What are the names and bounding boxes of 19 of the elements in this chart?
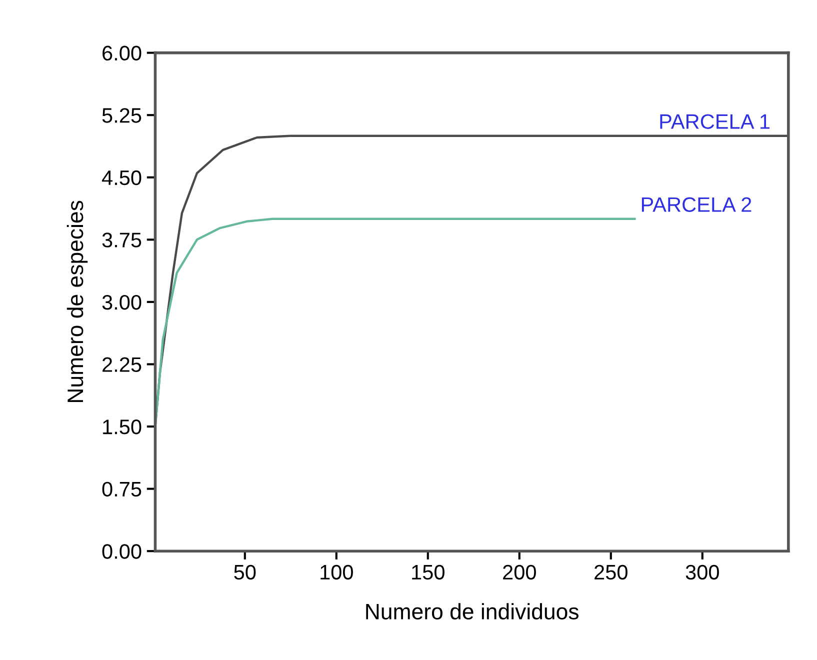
y-tick-label: 4.50 (102, 170, 142, 186)
annotation: PARCELA 1 (660, 114, 770, 129)
x-tick-label: 200 (503, 564, 536, 580)
annotation: PARCELA 2 (642, 197, 752, 212)
x-tick-label: 100 (320, 564, 353, 580)
x-tick-label: 150 (412, 564, 444, 580)
x-axis-title: Numero de individuos (366, 603, 578, 620)
x-tick-label: 250 (594, 564, 628, 580)
x-tick-label: 50 (234, 564, 256, 580)
y-tick-label: 1.50 (103, 420, 142, 434)
y-axis-title: Numero de especies (66, 200, 88, 402)
y-tick-label: 3.75 (102, 232, 142, 248)
y-tick-label: 3.00 (102, 294, 142, 310)
y-tick-label: 0.00 (102, 544, 142, 559)
y-tick-label: 2.25 (102, 357, 142, 372)
y-tick-label: 5.25 (102, 108, 142, 123)
x-tick-label: 300 (686, 564, 719, 580)
y-tick-label: 0.75 (102, 482, 142, 497)
y-tick-label: 6.00 (102, 46, 142, 61)
